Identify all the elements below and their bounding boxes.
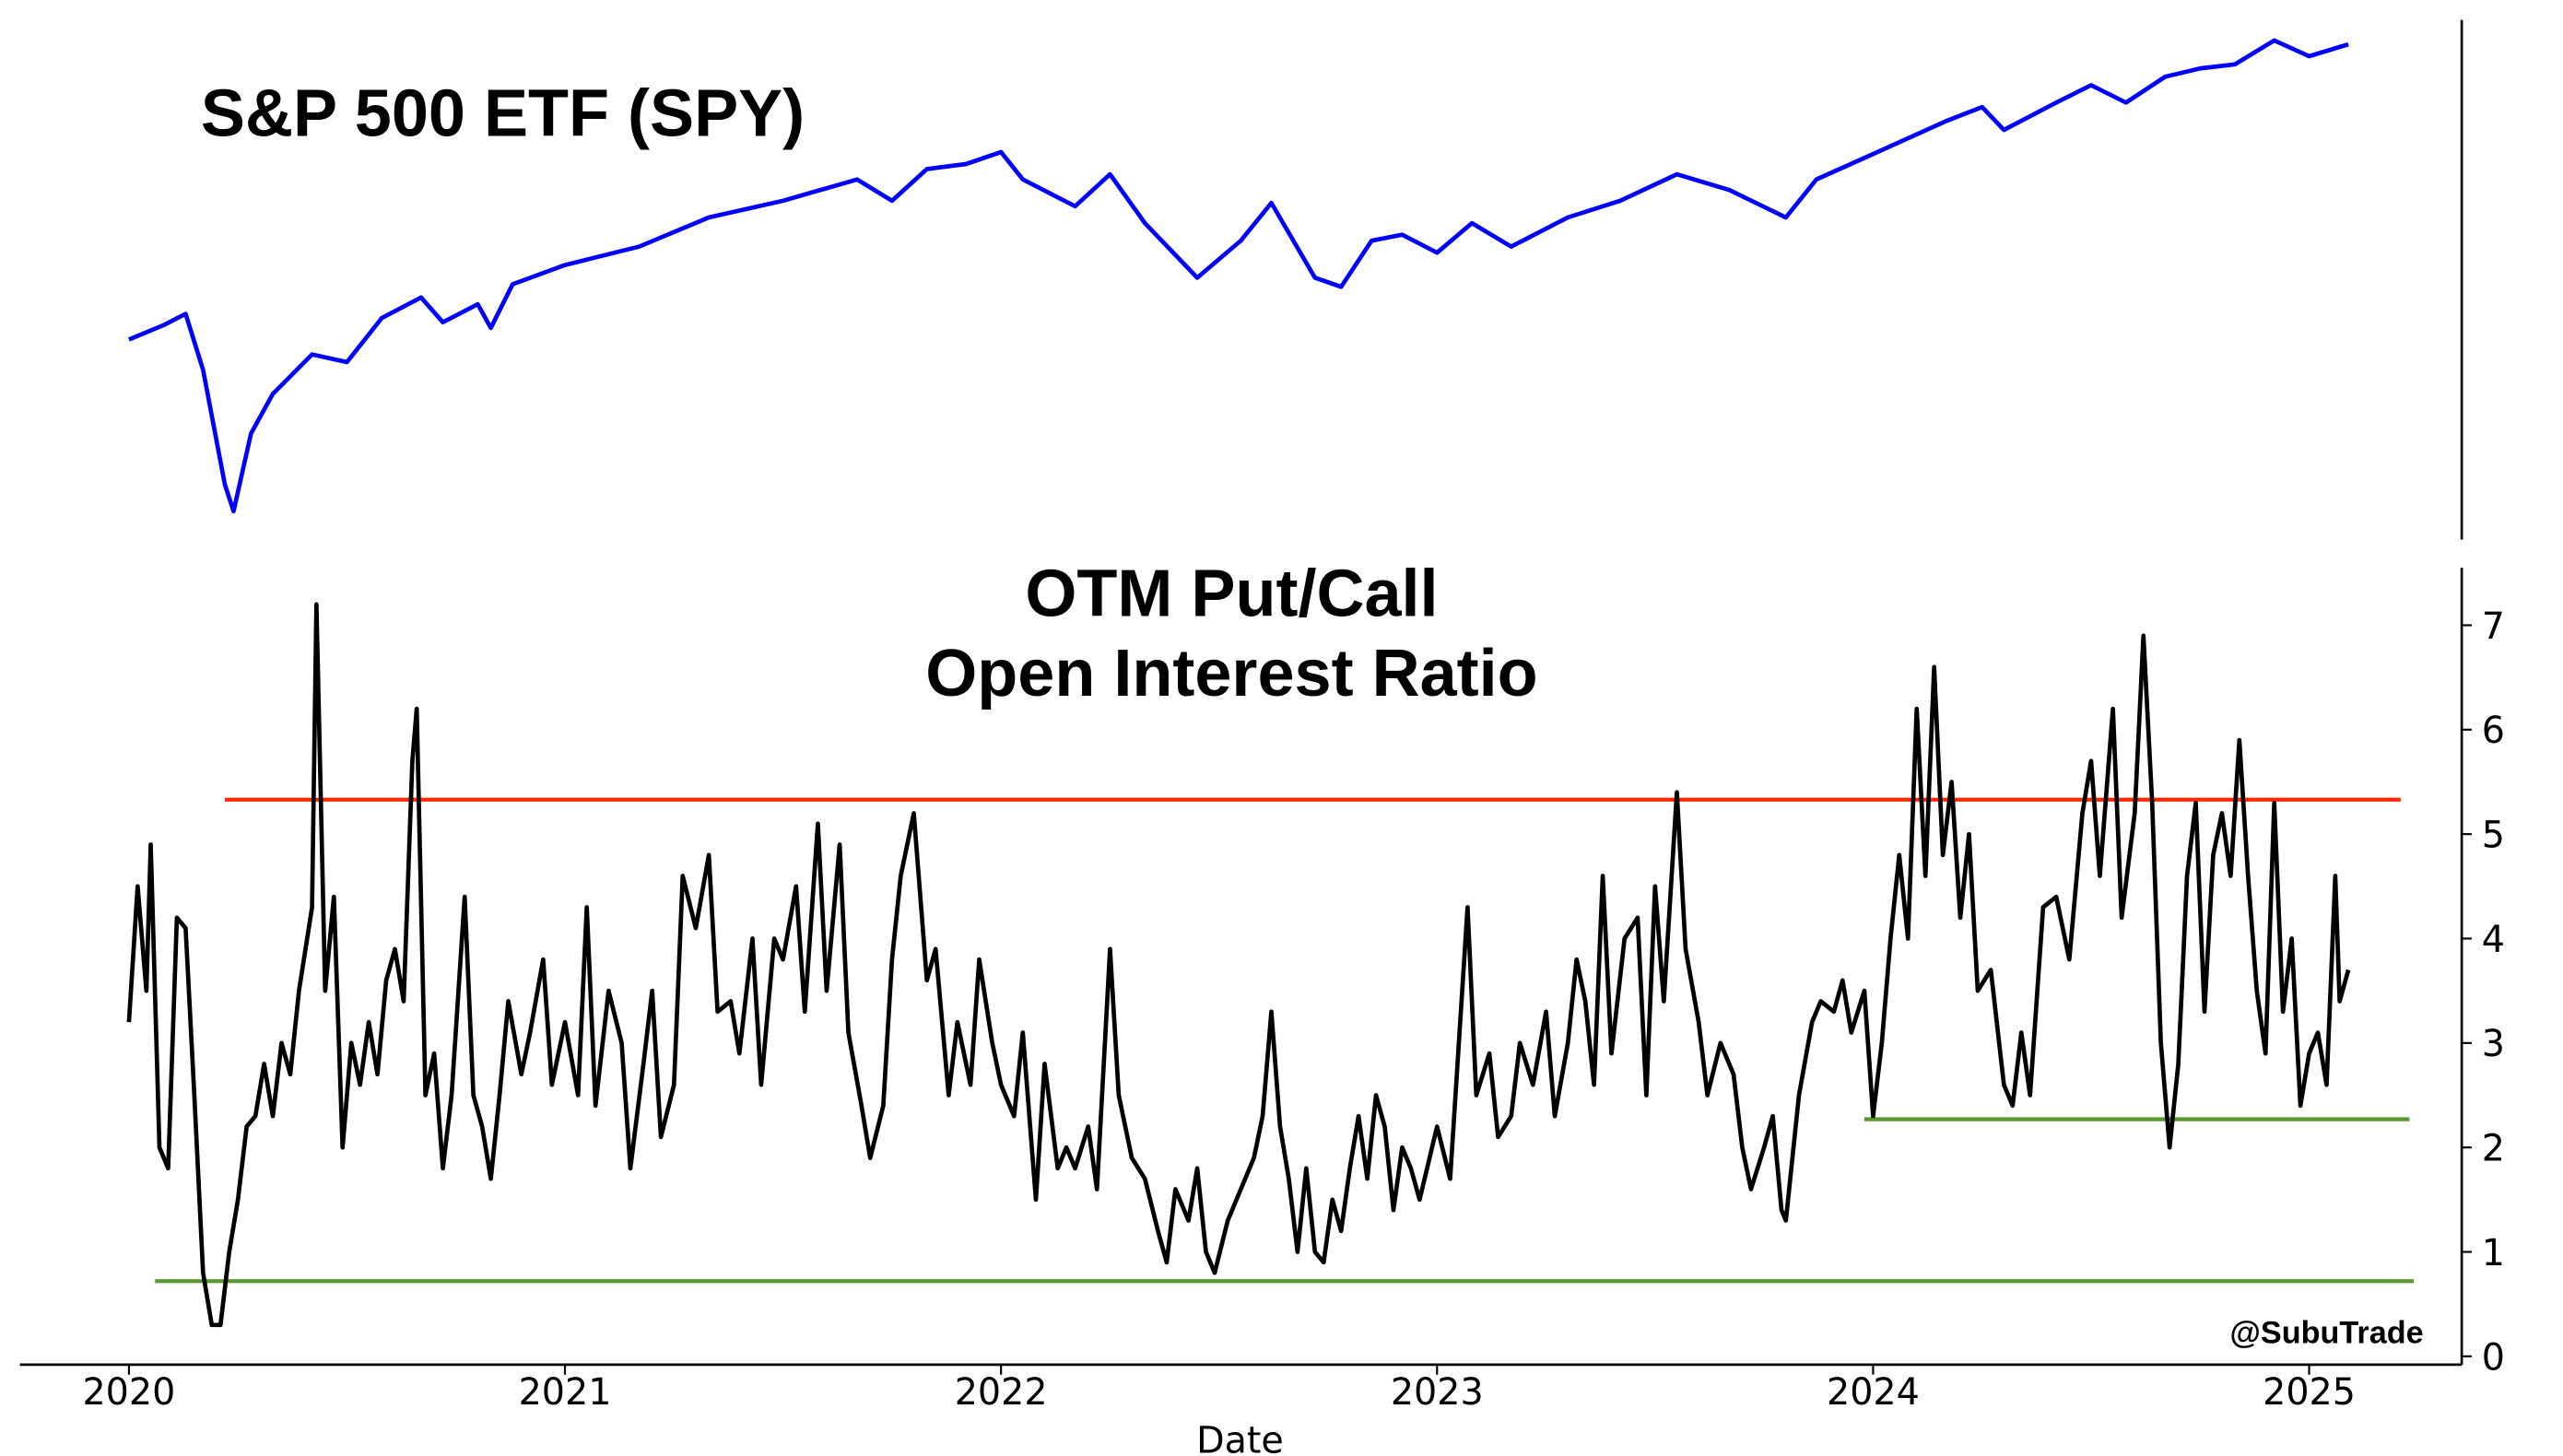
spy-title: S&P 500 ETF (SPY)	[201, 77, 805, 151]
x-tick-label: 2025	[2263, 1371, 2356, 1414]
y-tick-label: 5	[2482, 815, 2505, 857]
y-tick-label: 7	[2482, 605, 2505, 648]
y-tick-label: 4	[2482, 919, 2505, 961]
y-tick-label: 3	[2482, 1023, 2505, 1065]
y-tick-label: 1	[2482, 1232, 2505, 1274]
series-line	[127, 38, 2349, 514]
watermark: @SubuTrade	[2230, 1315, 2424, 1350]
y-tick-label: 6	[2482, 710, 2505, 752]
x-tick-label: 2023	[1391, 1371, 1484, 1414]
x-tick-label: 2020	[82, 1371, 175, 1414]
y-tick-label: 2	[2482, 1128, 2505, 1170]
ratio-title: OTM Put/Call	[1025, 557, 1438, 630]
x-tick-label: 2021	[519, 1371, 612, 1414]
y-tick-label: 0	[2482, 1336, 2505, 1379]
x-axis-label: Date	[1196, 1419, 1284, 1456]
ratio-title: Open Interest Ratio	[925, 637, 1537, 710]
x-tick-label: 2022	[955, 1371, 1048, 1414]
series-line	[126, 602, 2351, 1328]
x-tick-label: 2024	[1827, 1371, 1920, 1414]
